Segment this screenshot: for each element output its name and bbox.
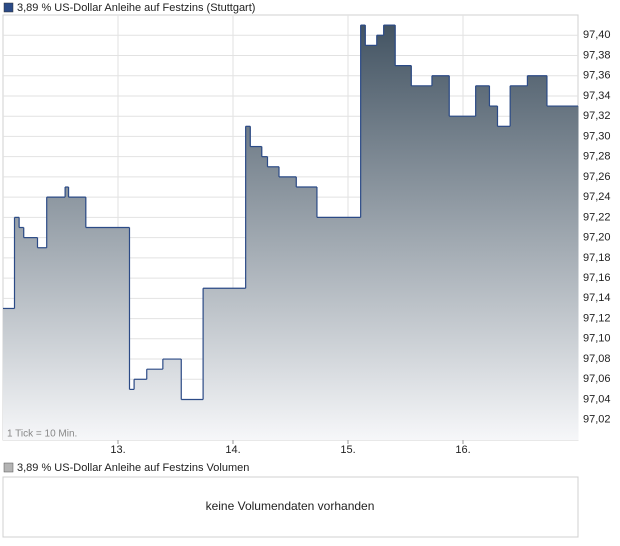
- legend-swatch: [3, 2, 14, 13]
- area-step: [395, 65, 412, 440]
- area-step: [23, 237, 38, 440]
- x-tick-label: 14.: [225, 444, 240, 456]
- area-step: [37, 247, 48, 440]
- area-step: [129, 389, 135, 440]
- y-tick-label: 97,26: [583, 171, 611, 183]
- area-step: [261, 156, 268, 440]
- area-step: [316, 217, 362, 440]
- area-step: [449, 116, 477, 440]
- empty-message: keine Volumendaten vorhanden: [206, 499, 375, 513]
- legend-label: 3,89 % US-Dollar Anleihe auf Festzins Vo…: [17, 462, 249, 474]
- y-tick-label: 97,06: [583, 373, 611, 385]
- area-step: [365, 45, 378, 440]
- area-step: [85, 227, 130, 440]
- y-tick-label: 97,18: [583, 252, 611, 264]
- area-step: [3, 308, 15, 440]
- area-step: [489, 106, 498, 441]
- y-tick-label: 97,14: [583, 292, 611, 304]
- area-step: [68, 197, 87, 440]
- x-tick-label: 16.: [455, 444, 470, 456]
- y-tick-label: 97,16: [583, 272, 611, 284]
- area-step: [360, 25, 366, 440]
- y-tick-label: 97,32: [583, 110, 611, 122]
- y-tick-label: 97,02: [583, 414, 611, 426]
- area-step: [162, 359, 182, 440]
- y-tick-label: 97,30: [583, 130, 611, 142]
- volume-panel: [2, 476, 579, 538]
- area-step: [14, 217, 20, 440]
- area-step: [46, 197, 66, 440]
- area-step: [19, 227, 25, 440]
- area-step: [546, 106, 579, 441]
- area-step: [475, 85, 490, 440]
- area-step: [203, 288, 247, 440]
- y-tick-label: 97,12: [583, 312, 611, 324]
- area-step: [383, 25, 396, 440]
- y-tick-label: 97,08: [583, 353, 611, 365]
- area-step: [510, 85, 528, 440]
- legend-label: 3,89 % US-Dollar Anleihe auf Festzins (S…: [17, 2, 255, 14]
- area-step: [267, 166, 280, 441]
- y-tick-label: 97,36: [583, 70, 611, 82]
- area-step: [527, 75, 548, 440]
- area-step: [250, 146, 263, 441]
- y-tick-label: 97,28: [583, 151, 611, 163]
- area-step: [65, 187, 70, 440]
- y-tick-label: 97,10: [583, 333, 611, 345]
- area-step: [497, 126, 511, 441]
- area-step: [431, 75, 450, 440]
- area-step: [296, 187, 318, 440]
- y-tick-label: 97,40: [583, 29, 611, 41]
- x-tick-label: 15.: [340, 444, 355, 456]
- legend-swatch: [3, 462, 14, 473]
- area-step: [181, 399, 204, 440]
- y-tick-label: 97,22: [583, 211, 611, 223]
- area-step: [134, 379, 148, 440]
- y-tick-label: 97,34: [583, 90, 611, 102]
- note: 1 Tick = 10 Min.: [7, 429, 77, 440]
- area-step: [245, 126, 251, 441]
- y-tick-label: 97,04: [583, 393, 611, 405]
- x-tick-label: 13.: [110, 444, 125, 456]
- area-step: [411, 85, 433, 440]
- y-tick-label: 97,20: [583, 232, 611, 244]
- y-tick-label: 97,38: [583, 49, 611, 61]
- area-step: [146, 369, 164, 440]
- area-step: [279, 176, 297, 440]
- area-step: [376, 35, 385, 440]
- y-tick-label: 97,24: [583, 191, 611, 203]
